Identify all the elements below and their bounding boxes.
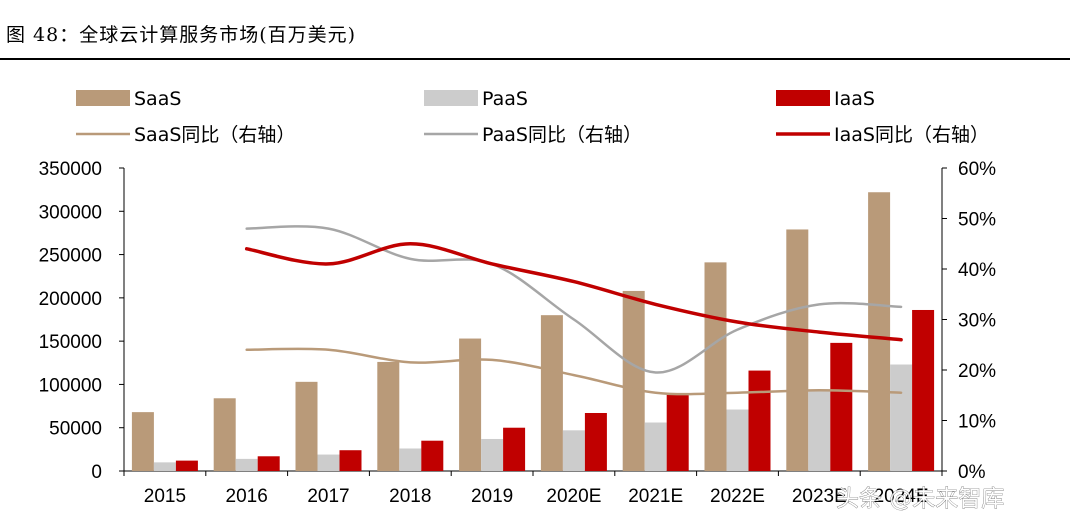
bar-paas — [399, 448, 422, 471]
bar-saas — [704, 262, 727, 471]
bar-saas — [868, 192, 891, 472]
bar-saas — [459, 338, 482, 471]
watermark-group: 头条 @未来智库 — [836, 486, 1005, 513]
x-tick-label: 2022E — [710, 486, 765, 507]
bar-paas — [153, 462, 176, 471]
x-tick-label: 2019 — [471, 486, 513, 507]
bar-saas — [540, 315, 563, 471]
legend-item: PaaS — [424, 88, 528, 110]
x-tick-label: 2015 — [144, 486, 186, 507]
right-tick-label: 30% — [958, 311, 996, 332]
bar-paas — [481, 438, 504, 471]
left-tick-label: 50000 — [49, 419, 102, 440]
bar-iaas — [584, 412, 607, 471]
x-tick-label: 2023E — [792, 486, 847, 507]
legend-item: PaaS同比（右轴） — [424, 124, 642, 146]
legend-label: PaaS同比（右轴） — [482, 124, 642, 146]
legend-label: SaaS — [134, 88, 181, 110]
left-tick-label: 250000 — [39, 246, 102, 267]
bar-saas — [786, 229, 809, 471]
bar-paas — [808, 391, 831, 471]
watermark: 头条 @未来智库 — [836, 486, 1004, 512]
legend-item: IaaS同比（右轴） — [776, 124, 989, 146]
right-tick-label: 60% — [958, 159, 996, 180]
bar-saas — [131, 412, 154, 471]
bar-paas — [644, 422, 667, 471]
title-divider — [0, 58, 1070, 60]
bar-saas — [213, 398, 236, 471]
x-tick-label: 2020E — [546, 486, 601, 507]
left-tick-label: 350000 — [39, 159, 102, 180]
bar-iaas — [421, 440, 444, 471]
ticks-group: 0 50000 100000 150000 200000 250000 300000 3500… — [39, 159, 997, 507]
x-tick-label: 2024E — [874, 486, 929, 507]
left-tick-label: 100000 — [39, 375, 102, 396]
x-tick-label: 2016 — [226, 486, 268, 507]
bar-saas — [295, 381, 318, 471]
legend-swatch — [776, 90, 830, 106]
x-tick-label: 2018 — [389, 486, 431, 507]
legend-item: SaaS — [76, 88, 181, 110]
figure-title: 图 48：全球云计算服务市场(百万美元) — [6, 24, 357, 46]
legend-swatch — [76, 90, 130, 106]
lines-group — [244, 225, 903, 396]
x-tick-label: 2017 — [307, 486, 349, 507]
bar-iaas — [666, 394, 689, 471]
line-saas-yoy — [245, 347, 903, 396]
left-tick-label: 0 — [91, 462, 102, 483]
bar-iaas — [503, 427, 526, 471]
bar-iaas — [912, 309, 935, 471]
legend-swatch — [424, 90, 478, 106]
bar-paas — [235, 458, 258, 471]
bar-iaas — [748, 370, 771, 471]
line-paas-yoy — [245, 225, 903, 374]
legend-item: SaaS同比（右轴） — [76, 124, 295, 146]
left-tick-label: 300000 — [39, 202, 102, 223]
legend-label: SaaS同比（右轴） — [134, 124, 295, 146]
x-tick-label: 2021E — [628, 486, 683, 507]
bar-paas — [562, 430, 585, 471]
line-iaas-yoy — [244, 242, 903, 342]
legend-label: IaaS同比（右轴） — [834, 124, 989, 146]
bar-saas — [377, 361, 400, 471]
bar-iaas — [339, 450, 362, 471]
bar-saas — [622, 290, 645, 471]
right-tick-label: 20% — [958, 361, 996, 382]
right-tick-label: 50% — [958, 210, 996, 231]
right-tick-label: 10% — [958, 412, 996, 433]
legend-label: PaaS — [482, 88, 528, 110]
left-tick-label: 200000 — [39, 289, 102, 310]
right-tick-label: 40% — [958, 260, 996, 281]
right-tick-label: 0% — [958, 462, 986, 483]
legend-group: SaaS PaaS IaaS SaaS同比（右轴） PaaS同比（右轴） IaaS同比（右… — [76, 88, 989, 146]
bars-group — [131, 192, 935, 472]
bar-iaas — [830, 342, 853, 471]
bar-paas — [890, 364, 913, 471]
bar-iaas — [257, 456, 280, 471]
legend-item: IaaS — [776, 88, 875, 110]
bar-paas — [317, 454, 340, 471]
legend-label: IaaS — [834, 88, 875, 110]
bar-paas — [726, 409, 749, 471]
left-tick-label: 150000 — [39, 332, 102, 353]
bar-iaas — [175, 460, 198, 471]
